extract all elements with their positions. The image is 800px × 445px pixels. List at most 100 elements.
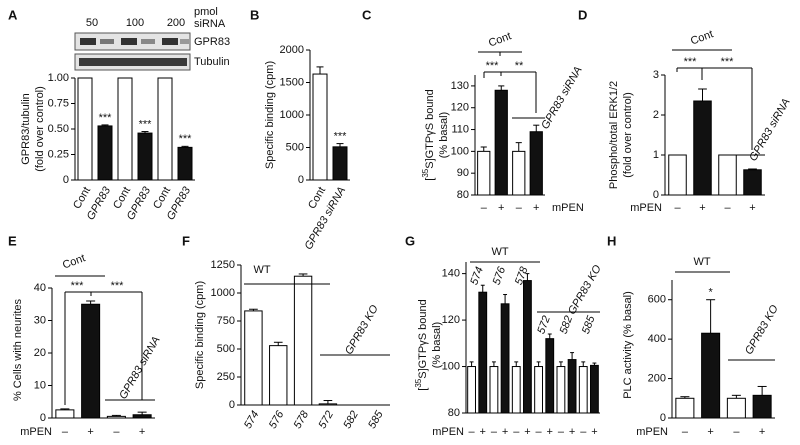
y-axis-label: GPR83/tubulin xyxy=(20,93,32,165)
panel-letter: B xyxy=(250,7,259,22)
y-axis-label: % Cells with neurites xyxy=(12,298,24,401)
bar xyxy=(332,146,348,181)
x-axis-label: mPEN xyxy=(636,426,668,438)
y-axis-label: [35S]GTPγS bound xyxy=(421,89,436,180)
x-axis-label: mPEN xyxy=(552,202,584,214)
lane-unit: pmol xyxy=(194,6,218,18)
y-tick-label: 100 xyxy=(442,360,460,372)
x-tick-label: – xyxy=(536,426,543,438)
y-tick-label: 250 xyxy=(217,371,235,383)
bar xyxy=(318,403,338,406)
y-axis-label: (% basal) xyxy=(438,112,450,158)
bar xyxy=(529,131,543,196)
y-tick-label: 130 xyxy=(451,80,469,92)
label-part: [ xyxy=(424,178,436,181)
group-label: WT xyxy=(491,246,508,258)
y-tick-label: 0 xyxy=(298,174,304,186)
y-tick-label: 10 xyxy=(34,379,46,391)
significance-label: *** xyxy=(99,112,113,124)
y-tick-label: 0.50 xyxy=(48,123,69,135)
x-tick-label: – xyxy=(580,426,587,438)
y-tick-label: 0 xyxy=(229,399,235,411)
x-tick-label: – xyxy=(682,426,689,438)
y-tick-label: 80 xyxy=(457,189,469,201)
bar xyxy=(97,125,113,181)
x-tick-label: + xyxy=(749,202,755,214)
blot-band xyxy=(141,39,155,44)
y-tick-label: 0.25 xyxy=(48,148,69,160)
bar xyxy=(117,77,133,181)
y-tick-label: 30 xyxy=(34,314,46,326)
y-tick-label: 0 xyxy=(63,174,69,186)
significance-label: *** xyxy=(71,280,85,292)
group-label: Cont xyxy=(61,252,87,271)
panel: E % Cells with neurites 0 10 20 30 40 – + – + mPEN C… xyxy=(8,233,163,437)
bar xyxy=(668,154,687,196)
y-tick-label: 0 xyxy=(653,189,659,201)
blot-row-label: GPR83 xyxy=(194,36,230,48)
panel-letter: H xyxy=(607,233,616,248)
bar xyxy=(534,366,543,414)
group-label: WT xyxy=(253,264,270,276)
panel-letter: G xyxy=(405,233,415,248)
blot-row-label: Tubulin xyxy=(194,56,230,68)
lane-label: 200 xyxy=(167,17,185,29)
group-label: GPR83 KO xyxy=(566,263,604,317)
bar xyxy=(693,100,712,196)
group-label: WT xyxy=(693,256,710,268)
group-label: 576 xyxy=(491,264,509,286)
x-tick-label: + xyxy=(502,426,508,438)
x-tick-label: + xyxy=(707,426,713,438)
x-axis-label: mPEN xyxy=(20,426,52,438)
panel: F Specific binding (cpm) 0 250 500 750 1000 125… xyxy=(182,233,390,431)
panel: C [35S]GTPγS bound (% basal) 80 90 100 110 120 1… xyxy=(362,7,585,213)
lane-label: 100 xyxy=(126,17,144,29)
lane-unit: siRNA xyxy=(194,18,226,30)
y-tick-label: 140 xyxy=(442,268,460,280)
x-tick-label: – xyxy=(724,202,731,214)
x-tick-label: 585 xyxy=(366,408,386,431)
x-tick-label: – xyxy=(674,202,681,214)
label-part: [ xyxy=(417,388,429,391)
x-axis-label: mPEN xyxy=(432,426,464,438)
x-tick-label: + xyxy=(524,426,530,438)
significance-label: *** xyxy=(486,60,500,72)
group-label: Cont xyxy=(487,30,513,49)
label-superscript: 35 xyxy=(414,378,423,387)
blot-band xyxy=(80,38,96,45)
y-tick-label: 100 xyxy=(451,145,469,157)
bar xyxy=(478,291,488,414)
x-tick-label: – xyxy=(469,426,476,438)
y-axis-label: Specific binding (cpm) xyxy=(264,61,276,169)
bar xyxy=(55,409,75,419)
y-axis-label: (% basal) xyxy=(431,322,443,368)
bar xyxy=(477,150,491,196)
x-tick-label: + xyxy=(569,426,575,438)
y-tick-label: 1000 xyxy=(280,109,304,121)
bar xyxy=(494,89,508,196)
y-tick-label: 3 xyxy=(653,69,659,81)
bar xyxy=(567,359,577,414)
x-tick-label: 576 xyxy=(267,408,287,431)
label-part: S]GTPγS bound xyxy=(417,299,429,379)
y-tick-label: 200 xyxy=(648,372,666,384)
bar xyxy=(512,150,526,196)
bar xyxy=(81,303,101,419)
x-tick-label: – xyxy=(481,202,488,214)
bar xyxy=(718,154,737,196)
y-tick-label: 1.00 xyxy=(48,72,69,84)
bar xyxy=(489,366,499,414)
y-tick-label: 120 xyxy=(451,102,469,114)
y-axis-label: PLC activity (% basal) xyxy=(622,291,634,399)
panel-letter: F xyxy=(182,233,190,248)
significance-label: *** xyxy=(334,131,348,143)
group-label: GPR83 KO xyxy=(343,303,381,357)
group-label: 585 xyxy=(580,313,598,335)
x-tick-label: + xyxy=(139,426,145,438)
bar xyxy=(106,415,126,419)
western-blot: 50 100 200 pmol siRNA GPR83 Tubulin xyxy=(74,6,230,71)
bar xyxy=(467,366,476,414)
x-tick-label: + xyxy=(480,426,486,438)
group-label: GPR83 siRNA xyxy=(117,335,163,402)
y-tick-label: 1250 xyxy=(211,259,235,271)
